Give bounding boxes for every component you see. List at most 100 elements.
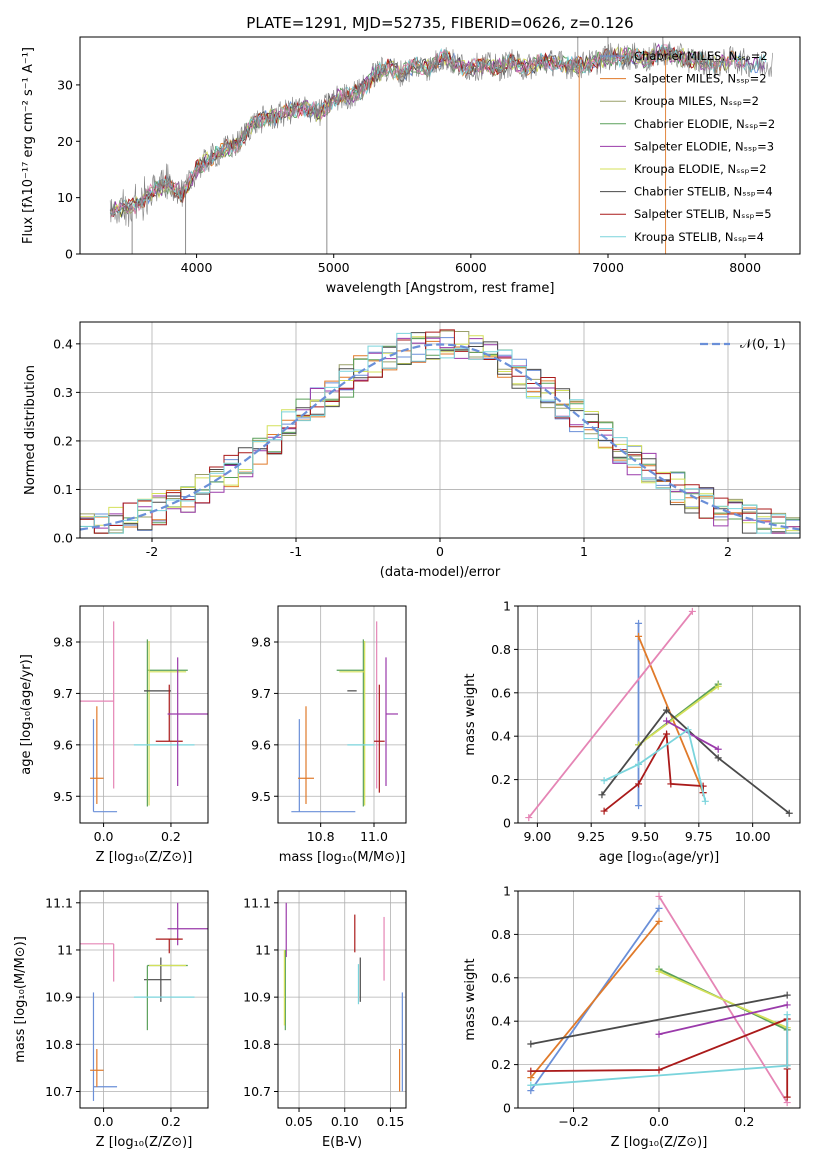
y-tick-label: 11 xyxy=(255,942,271,957)
y-tick-label: 0.2 xyxy=(53,433,73,448)
weight-line xyxy=(528,610,694,819)
y-axis-label: Flux [fλ10⁻¹⁷ erg cm⁻² s⁻¹ A⁻¹] xyxy=(21,47,36,244)
weight-series xyxy=(655,1001,791,1038)
plot-area-mass-weight-vs-metallicity xyxy=(527,892,791,1107)
plot-area-spectrum xyxy=(109,37,773,254)
data-marker xyxy=(783,1001,791,1009)
data-marker xyxy=(785,809,793,817)
weight-series xyxy=(635,619,643,810)
errorbar-point xyxy=(385,657,398,786)
plot-area-residual-histogram xyxy=(80,329,800,534)
panel-mass-vs-metallicity: 0.0 0.2 10.7 10.8 10.9 11 11.1 Z [log₁₀(Z/Z⊙)] m… xyxy=(13,890,209,1150)
x-axis-label: Z [log₁₀(Z/Z⊙)] xyxy=(611,1135,708,1150)
y-tick-label: 11 xyxy=(57,942,73,957)
x-tick-label: 7000 xyxy=(592,260,624,275)
x-tick-label: 0.2 xyxy=(161,829,181,844)
y-tick-label: 0.8 xyxy=(491,642,511,657)
legend-label: Salpeter STELIB, Nₛₛₚ=5 xyxy=(634,207,772,221)
x-tick-label: 8000 xyxy=(729,260,761,275)
x-tick-label: 0.0 xyxy=(649,1114,669,1129)
x-tick-label: 9.00 xyxy=(523,829,551,844)
x-tick-label: 0.10 xyxy=(331,1114,359,1129)
legend-label: Salpeter MILES, Nₛₛₚ=2 xyxy=(634,72,767,86)
x-axis-label: E(B-V) xyxy=(322,1135,362,1150)
data-marker xyxy=(783,991,791,999)
x-axis-label: wavelength [Angstrom, rest frame] xyxy=(326,281,555,296)
y-tick-label: 0.2 xyxy=(491,772,511,787)
weight-line xyxy=(658,1004,788,1036)
y-tick-label: 0.0 xyxy=(53,531,73,546)
data-marker xyxy=(635,802,643,810)
y-tick-label: 0 xyxy=(503,816,511,831)
legend: 𝒩(0, 1) xyxy=(700,336,786,351)
y-tick-label: 0.3 xyxy=(53,385,73,400)
legend-label: Chabrier ELODIE, Nₛₛₚ=2 xyxy=(634,117,775,131)
errorbar-point xyxy=(90,706,104,804)
y-tick-label: 9.5 xyxy=(53,789,73,804)
x-tick-label: 9.25 xyxy=(577,829,605,844)
legend-label: Kroupa STELIB, Nₛₛₚ=4 xyxy=(634,230,764,244)
y-tick-label: 9.8 xyxy=(53,634,73,649)
model-spectrum-line xyxy=(110,44,745,218)
weight-series xyxy=(598,706,793,817)
panel-mass-vs-ebv: 0.05 0.10 0.15 10.7 10.8 10.9 11 11.1 E(B-V) xyxy=(243,890,407,1150)
data-marker xyxy=(663,730,671,738)
data-marker xyxy=(663,706,671,714)
errorbar-point xyxy=(339,640,366,806)
y-axis-label: age [log₁₀(age/yr)] xyxy=(19,654,34,775)
y-tick-label: 0.4 xyxy=(53,336,73,351)
y-tick-label: 11.1 xyxy=(243,895,271,910)
y-tick-label: 11.1 xyxy=(45,895,73,910)
x-tick-label: −0.2 xyxy=(558,1114,588,1129)
data-marker xyxy=(714,754,722,762)
y-tick-label: 9.6 xyxy=(53,737,73,752)
data-marker xyxy=(667,780,675,788)
weight-line xyxy=(603,728,707,802)
y-tick-label: 9.8 xyxy=(251,634,271,649)
y-axis-label: Normed distribution xyxy=(23,365,38,495)
y-tick-label: 1 xyxy=(503,884,511,899)
data-marker xyxy=(783,1062,791,1070)
panel-age-vs-metallicity: 0.0 0.2 9.5 9.6 9.7 9.8 Z [log₁₀(Z/Z⊙)] age [lo… xyxy=(19,605,209,865)
data-marker xyxy=(655,967,663,975)
x-tick-label: 0.2 xyxy=(161,1114,181,1129)
weight-series xyxy=(527,1011,791,1089)
y-tick-label: 0.4 xyxy=(491,1014,511,1029)
y-tick-label: 0.1 xyxy=(53,482,73,497)
data-marker xyxy=(525,814,533,822)
plot-area-age-vs-mass xyxy=(291,621,398,813)
x-tick-label: 1 xyxy=(580,544,588,559)
y-tick-label: 10.9 xyxy=(243,990,271,1005)
data-marker xyxy=(663,717,671,725)
axes-frame xyxy=(277,605,407,824)
data-marker xyxy=(527,1040,535,1048)
axes-frame xyxy=(277,890,407,1109)
x-axis-label: age [log₁₀(age/yr)] xyxy=(599,850,720,865)
legend-label: 𝒩(0, 1) xyxy=(740,336,786,351)
legend-label: Kroupa ELODIE, Nₛₛₚ=2 xyxy=(634,162,767,176)
weight-line xyxy=(601,708,790,814)
y-tick-label: 30 xyxy=(57,77,73,92)
x-tick-label: 2 xyxy=(724,544,732,559)
legend-label: Chabrier STELIB, Nₛₛₚ=4 xyxy=(634,185,773,199)
weight-line xyxy=(530,994,788,1045)
weight-line xyxy=(658,970,788,1029)
axes-frame xyxy=(79,36,801,255)
data-marker xyxy=(783,1093,791,1101)
x-tick-label: 0 xyxy=(436,544,444,559)
y-tick-label: 0 xyxy=(65,247,73,262)
x-tick-label: 0.2 xyxy=(735,1114,755,1129)
legend-label: Chabrier MILES, Nₛₛₚ=2 xyxy=(634,49,768,63)
data-marker xyxy=(714,682,722,690)
data-marker xyxy=(600,777,608,785)
x-tick-label: 4000 xyxy=(181,260,213,275)
y-tick-label: 9.5 xyxy=(251,789,271,804)
weight-series xyxy=(527,991,791,1048)
y-tick-label: 10.7 xyxy=(243,1084,271,1099)
axes-frame xyxy=(79,605,209,824)
y-tick-label: 20 xyxy=(57,134,73,149)
y-axis-label: mass [log₁₀(M/M⊙)] xyxy=(13,936,28,1063)
errorbar-point xyxy=(148,640,187,806)
